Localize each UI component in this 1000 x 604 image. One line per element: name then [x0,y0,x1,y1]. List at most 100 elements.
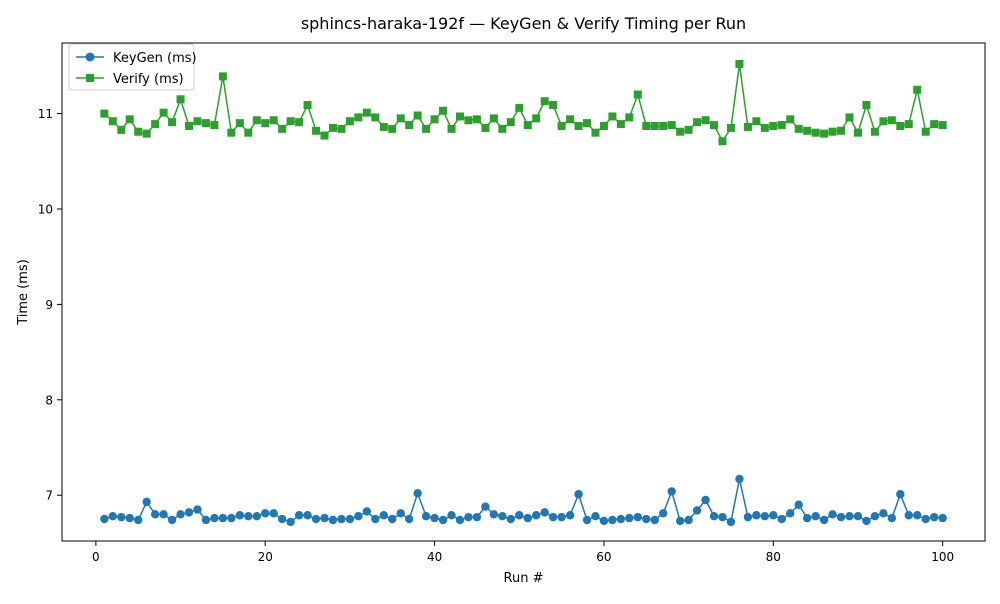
data-point-keygen [379,511,388,520]
data-point-verify [811,128,820,137]
data-point-verify [227,128,236,137]
data-point-keygen [709,511,719,521]
data-point-keygen [540,508,549,517]
data-point-verify [743,122,752,131]
data-point-keygen [125,513,134,523]
data-point-keygen [210,513,219,523]
data-point-verify [295,118,304,127]
data-point-verify [718,137,727,146]
data-point-keygen [252,511,261,521]
data-point-verify [201,119,210,128]
data-point-verify [599,122,608,130]
plot-area [100,59,947,527]
data-point-verify [235,119,244,128]
data-point-verify [312,126,321,135]
data-point-keygen [108,511,118,521]
data-point-keygen [802,513,812,523]
data-point-keygen [311,514,321,524]
data-point-verify [489,114,498,123]
data-point-verify [185,122,194,130]
data-point-keygen [692,506,702,515]
plot-frame [61,42,986,542]
data-point-keygen [633,512,643,522]
data-point-verify [354,113,363,122]
data-point-verify [921,127,930,136]
data-point-keygen [743,512,753,522]
data-point-keygen [599,516,609,526]
data-point-verify [498,124,507,133]
data-point-keygen [938,513,947,523]
data-point-verify [134,127,143,136]
data-point-keygen [819,515,829,525]
data-point-verify [913,85,922,94]
data-point-verify [362,108,371,117]
data-point-verify [252,116,261,125]
data-point-keygen [142,497,151,507]
data-point-verify [278,124,287,133]
data-point-verify [735,59,744,68]
data-point-keygen [675,516,685,526]
data-point-verify [701,116,710,125]
data-point-keygen [701,495,710,505]
data-point-keygen [472,512,482,522]
data-point-keygen [201,515,211,525]
data-point-verify [693,118,702,127]
data-point-keygen [794,500,803,509]
legend: KeyGen (ms) Verify (ms) [68,43,197,91]
data-point-verify [405,121,414,130]
y-axis-label: Time (ms) [16,259,31,326]
data-point-keygen [261,509,270,518]
data-point-verify [938,121,947,130]
data-point-keygen [853,511,863,521]
data-point-keygen [760,511,770,521]
data-point-verify [760,123,769,132]
data-point-verify [769,122,778,130]
x-axis: 0 20 40 60 80 100 [92,541,954,564]
data-point-keygen [489,510,499,519]
data-point-keygen [650,515,659,525]
data-point-verify [676,127,685,136]
data-point-verify [159,108,168,117]
x-tick-label: 0 [92,550,100,564]
data-point-keygen [616,514,626,524]
data-point-verify [117,125,126,134]
data-point-verify [481,123,490,132]
data-point-verify [210,121,219,130]
legend-verify-marker [86,74,94,82]
data-point-keygen [320,513,329,523]
data-point-verify [633,90,642,99]
data-point-keygen [303,511,312,520]
data-point-verify [151,120,160,129]
data-point-keygen [608,515,617,525]
data-point-verify [532,114,541,123]
data-point-keygen [836,512,846,522]
data-point-keygen [404,514,414,524]
data-point-keygen [684,515,693,525]
data-point-verify [472,115,481,124]
data-point-verify [261,119,270,128]
data-point-verify [887,116,896,125]
data-point-verify [777,121,786,130]
data-point-verify [786,115,795,124]
data-point-keygen [896,490,905,499]
data-point-verify [904,120,913,129]
data-point-verify [125,115,134,124]
data-point-verify [820,129,829,138]
data-point-verify [616,120,625,129]
data-point-keygen [371,514,380,524]
data-point-verify [379,122,388,131]
data-point-verify [879,117,888,126]
data-point-verify [168,118,177,127]
data-point-keygen [786,509,795,518]
data-point-keygen [574,490,583,499]
data-point-verify [710,121,719,130]
data-point-keygen [904,511,913,520]
data-point-keygen [150,510,160,519]
data-point-keygen [506,514,515,524]
data-point-keygen [269,509,278,518]
data-point-keygen [887,513,897,523]
data-point-keygen [870,511,880,521]
data-point-verify [337,124,346,133]
data-point-verify [464,116,473,125]
data-point-keygen [625,513,634,523]
